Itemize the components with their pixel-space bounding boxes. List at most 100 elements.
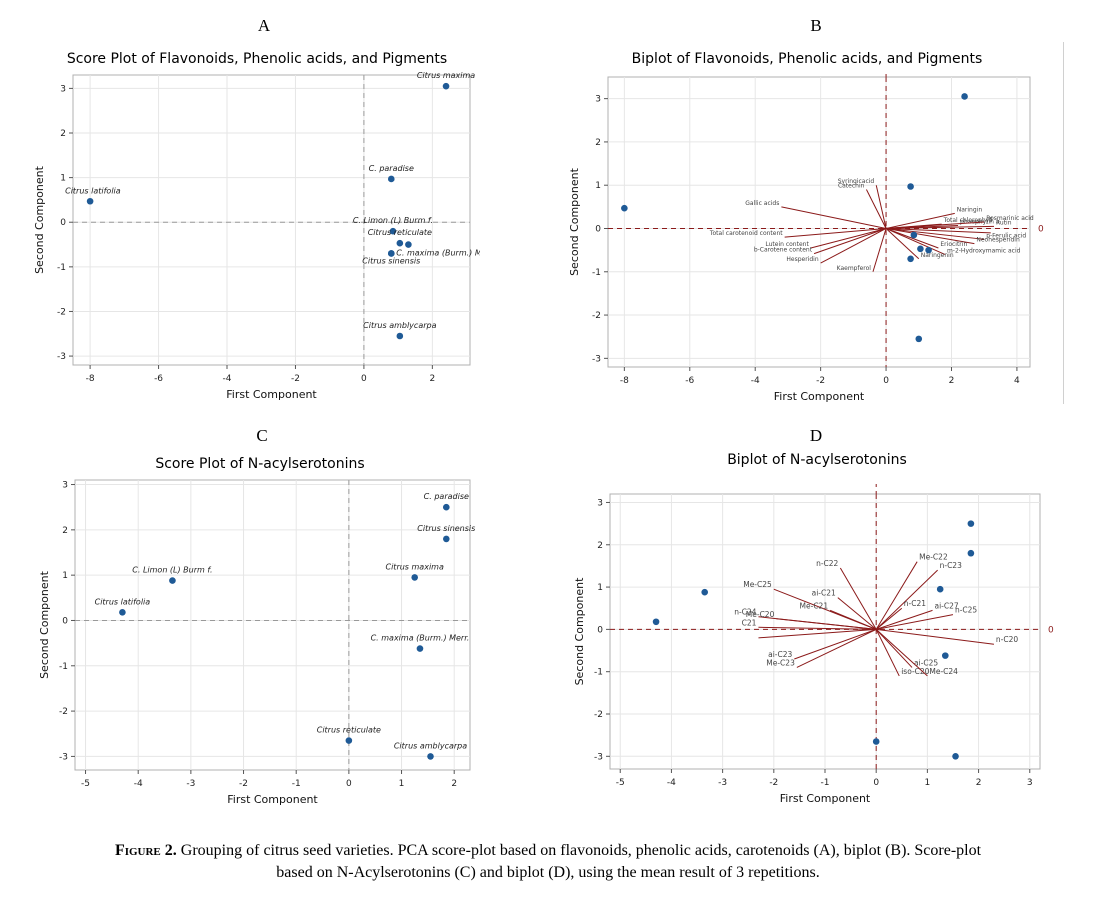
y-tick-label: -1 [59,662,68,672]
y-tick-label: 1 [62,571,68,581]
chart-title-c: Score Plot of N-acylserotonins [155,456,365,472]
loading-label: n-C23 [940,561,962,570]
x-axis-label: First Component [226,388,317,401]
data-point [119,609,126,616]
data-point [961,93,968,100]
point-label: Citrus maxima [417,71,475,80]
data-point [442,82,450,90]
point-label: C. maxima (Burm.) Merr. [396,248,480,257]
loading-vector [885,227,975,245]
loading-vector [885,228,939,249]
loading-label: Me-C25 [743,580,772,589]
loading-vector [820,228,887,264]
x-tick-label: 0 [873,778,879,788]
x-tick-label: -1 [821,778,830,788]
figure-label: Figure 2. [114,842,177,859]
loading-vector [839,567,877,630]
loading-label: n-C20 [996,635,1018,644]
loading-label: iso-C20 [901,667,929,676]
loading-label: Naringenin [921,252,954,259]
y-axis-label: Second Component [568,167,581,276]
loading-label: n-C21 [904,599,926,608]
data-point [907,255,914,263]
y-tick-label: -3 [592,354,601,364]
data-point [701,588,709,596]
chart-c: -5 -4 -3 -2 -1 0 1 2 -3 -2 -1 0 1 2 3 C. paradise Citrus… [38,479,475,806]
loading-vector [875,607,903,630]
loading-label: ai-C25 [914,658,938,667]
x-tick-label: 0 [361,374,367,384]
x-tick-label: -4 [751,376,760,386]
loading-vector [885,228,920,260]
x-tick-label: 2 [976,778,982,788]
data-point [915,335,923,343]
y-tick-label: -2 [592,311,601,321]
plot-area [607,76,1031,368]
loading-label: Neohesperidin [976,237,1020,244]
data-point [925,246,932,254]
y-tick-label: -3 [59,752,68,762]
loading-vector [776,618,877,630]
loading-vector [875,629,928,677]
data-point [917,245,924,253]
y-tick-label: 3 [595,95,601,105]
x-tick-label: -4 [667,778,676,788]
data-point [387,175,395,183]
y-tick-label: -2 [57,307,66,317]
data-point [910,231,918,239]
point-label: C. Limon (L) Burm f. [353,216,433,225]
x-axis-label: First Component [780,792,871,805]
data-point [169,577,176,584]
loading-label: n-C24 [734,608,756,617]
y-tick-label: -1 [592,268,601,278]
x-axis-label: First Component [774,390,865,403]
plot-area [74,479,471,771]
data-point [411,574,419,581]
loading-label: Total chlorophyll [943,217,993,224]
y-tick-label: 3 [62,481,68,491]
point-label: C. Limon (L) Burm f. [132,566,212,575]
loading-vector [876,614,954,630]
data-point [443,535,450,543]
data-point [621,204,628,212]
loading-vector [886,225,995,229]
panel-border [1063,42,1064,404]
y-tick-label: -3 [57,352,66,362]
data-point [416,645,424,652]
loading-label: Catechin [838,183,865,190]
x-tick-label: -3 [186,779,195,789]
y-tick-label: 1 [597,583,603,593]
x-tick-label: -6 [685,376,694,386]
loading-label: m-2-Hydroxymamic acid [947,247,1021,254]
x-tick-label: 1 [925,778,931,788]
data-point [952,753,959,760]
loading-label: Eriocitrin [940,241,967,248]
y-tick-label: 0 [62,616,68,626]
loading-label: n-C25 [955,606,977,615]
loading-label: Rosmarinic acid [986,215,1034,222]
panel-letter-c: C [256,426,268,445]
y-tick-label: -3 [594,752,603,762]
chart-d: -5-4-3-2-10123-3-2-1012300Me-C22n-C23n-C… [573,484,1054,805]
data-point [967,520,975,527]
loading-vector [758,626,877,630]
loading-label: Me-C20 [746,610,775,619]
loading-vector [829,609,877,630]
x-tick-label: 4 [1014,376,1020,386]
point-label: Citrus maxima [386,562,444,571]
loading-label: p-Ferulic acid [986,232,1026,239]
point-label: Citrus sinensis [417,524,475,533]
chart-title-a: Score Plot of Flavonoids, Phenolic acids… [66,51,448,67]
loading-vector [875,629,913,668]
x-tick-label: -3 [718,778,727,788]
loading-label: Syringicacid [838,178,875,185]
x-tick-label: 1 [399,779,405,789]
x-tick-label: -2 [291,374,300,384]
caption-line-2: based on N-Acylserotonins (C) and biplot… [276,864,820,881]
y-tick-label: 0 [60,218,66,228]
x-tick-label: -2 [769,778,778,788]
loading-vector [875,629,900,677]
x-tick-label: 0 [883,376,889,386]
loading-label: b-Carotene content [754,247,813,254]
x-tick-label: -5 [81,779,90,789]
